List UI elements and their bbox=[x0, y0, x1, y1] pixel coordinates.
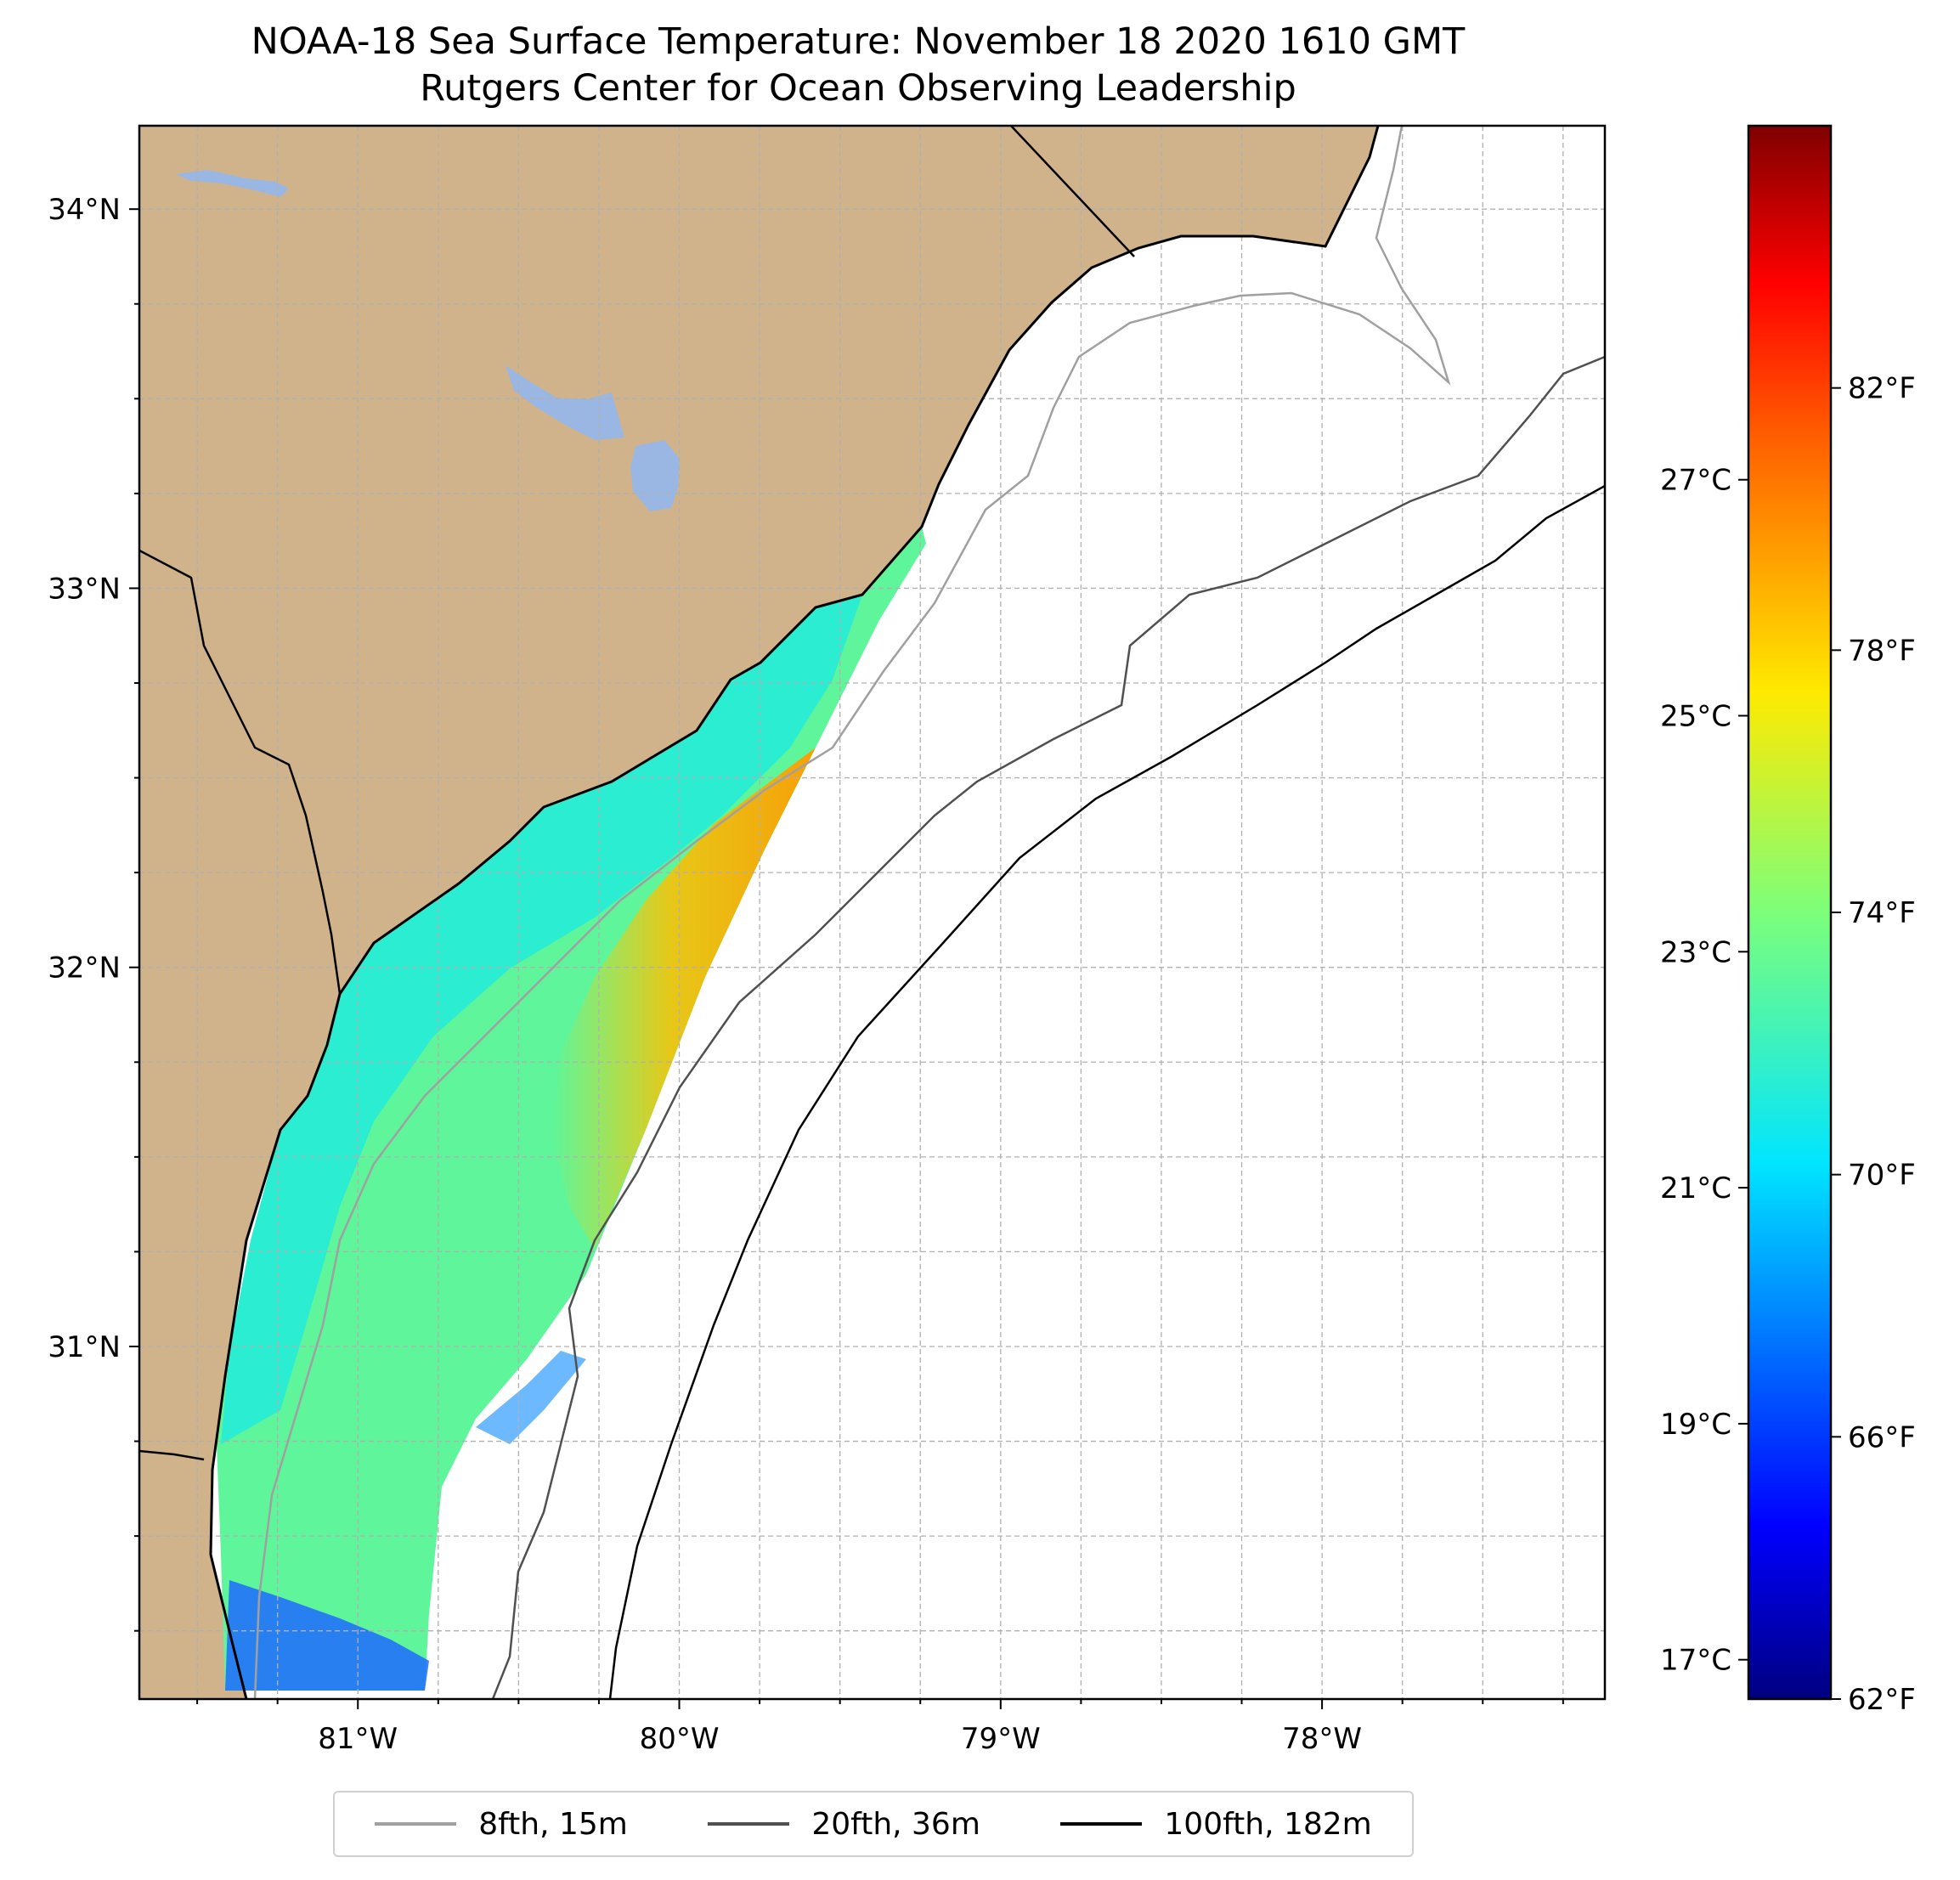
lat-tick-label: 32°N bbox=[48, 951, 121, 985]
lake bbox=[175, 170, 289, 197]
colorbar-tick-label-c: 27°C bbox=[1660, 464, 1731, 498]
title-block: NOAA-18 Sea Surface Temperature: Novembe… bbox=[0, 19, 1716, 112]
map-frame bbox=[138, 124, 1607, 1701]
colorbar-tick-label-c: 23°C bbox=[1660, 935, 1731, 969]
lon-tick-label: 80°W bbox=[640, 1722, 720, 1756]
colorbar-tick-label-f: 74°F bbox=[1848, 896, 1916, 930]
colorbar-tick-label-f: 82°F bbox=[1848, 372, 1916, 406]
map-ticks: 81°W 80°W 79°W 78°W 34°N 33°N 32°N 31°N bbox=[48, 193, 1564, 1756]
lat-tick-label: 33°N bbox=[48, 572, 121, 606]
colorbar-tick-label-f: 66°F bbox=[1848, 1420, 1916, 1454]
isobath-100fth bbox=[608, 484, 1605, 1699]
isobath-legend: 8fth, 15m 20fth, 36m 100fth, 182m bbox=[333, 1791, 1414, 1857]
colorbar-tick-label-f: 62°F bbox=[1848, 1683, 1916, 1717]
colorbar-tick-label-c: 17°C bbox=[1660, 1644, 1731, 1678]
legend-label: 8fth, 15m bbox=[478, 1806, 628, 1842]
sst-cool-nearshore bbox=[221, 595, 862, 1444]
state-border bbox=[139, 549, 342, 995]
lon-tick-label: 81°W bbox=[318, 1722, 398, 1756]
lat-tick-label: 34°N bbox=[48, 193, 121, 227]
lat-tick-label: 31°N bbox=[48, 1330, 121, 1364]
colorbar-tick-label-f: 78°F bbox=[1848, 634, 1916, 668]
legend-swatch bbox=[375, 1822, 457, 1826]
map-subtitle: Rutgers Center for Ocean Observing Leade… bbox=[420, 67, 1296, 110]
state-border bbox=[1010, 126, 1135, 257]
state-border bbox=[139, 1449, 205, 1461]
legend-swatch bbox=[1060, 1822, 1143, 1826]
map-panel bbox=[139, 126, 1605, 1699]
sst-cold-fringe bbox=[225, 1580, 429, 1691]
isobath-8fth bbox=[253, 126, 1451, 1699]
colorbar-tick-label-c: 25°C bbox=[1660, 700, 1731, 734]
legend-item: 20fth, 36m bbox=[708, 1807, 980, 1842]
sst-cold-fringe bbox=[476, 1351, 586, 1444]
colorbar-ticks: 82°F 78°F 74°F 70°F 66°F 62°F 27°C 25°C 23°C 21°C… bbox=[1660, 372, 1916, 1717]
legend-label: 100fth, 182m bbox=[1164, 1806, 1372, 1842]
colorbar-tick-label-c: 21°C bbox=[1660, 1171, 1731, 1205]
sst-swath bbox=[217, 527, 926, 1691]
legend-swatch bbox=[708, 1822, 790, 1826]
land-area bbox=[139, 126, 1378, 1699]
lon-tick-label: 78°W bbox=[1282, 1722, 1362, 1756]
legend-label: 20fth, 36m bbox=[811, 1806, 980, 1842]
isobath-20fth bbox=[491, 355, 1605, 1699]
map-title: NOAA-18 Sea Surface Temperature: Novembe… bbox=[251, 20, 1466, 63]
colorbar bbox=[1747, 124, 1833, 1701]
sst-warm-core bbox=[552, 748, 816, 1249]
legend-item: 100fth, 182m bbox=[1060, 1806, 1372, 1842]
gridlines bbox=[139, 126, 1605, 1699]
colorbar-tick-label-c: 19°C bbox=[1660, 1408, 1731, 1442]
lake bbox=[506, 365, 624, 440]
legend-item: 8fth, 15m bbox=[375, 1807, 628, 1842]
lon-tick-label: 79°W bbox=[961, 1722, 1041, 1756]
colorbar-tick-label-f: 70°F bbox=[1848, 1159, 1916, 1193]
